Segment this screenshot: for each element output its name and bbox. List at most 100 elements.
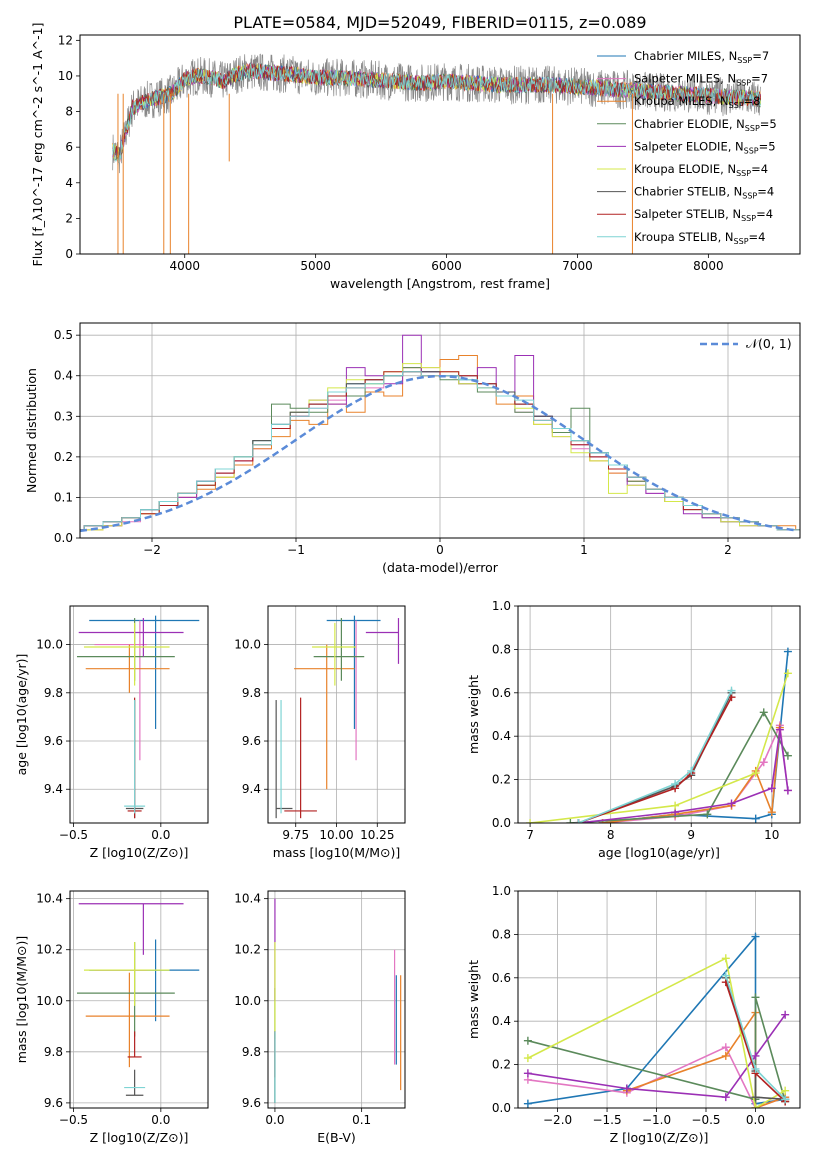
y-tick-label: 0.0: [492, 1101, 511, 1115]
x-tick-label: 0.0: [746, 1113, 765, 1127]
x-axis-label: wavelength [Angstrom, rest frame]: [330, 276, 550, 291]
weight-marker: [751, 1051, 760, 1060]
weight-marker: [523, 1036, 532, 1045]
axes-frame: [517, 605, 801, 824]
axes-frame: [517, 890, 801, 1109]
legend-subscript: SSP: [745, 124, 760, 133]
axes-frame: [69, 605, 209, 824]
legend-value: =5: [760, 117, 777, 131]
x-tick-label: 8000: [693, 259, 724, 273]
axes-frame: [69, 890, 209, 1109]
weight-marker: [751, 1064, 760, 1073]
plot-area: [76, 615, 200, 819]
legend-label: Chabrier MILES, NSSP=7: [634, 49, 769, 65]
weight-line-chabrier-elodie: [527, 997, 786, 1102]
y-tick-label: 0.8: [492, 642, 511, 656]
y-tick-label: 10.0: [234, 638, 261, 652]
weight-marker: [671, 801, 680, 810]
weight-marker: [687, 766, 696, 775]
plot-area: [76, 903, 200, 1096]
x-axis-label: age [log10(age/yr)]: [598, 845, 720, 860]
legend-subscript: SSP: [737, 56, 752, 65]
y-tick-label: 10.0: [234, 994, 261, 1008]
legend-label: Salpeter MILES, NSSP=7: [634, 72, 768, 88]
y-axis-label: age [log10(age/yr)]: [14, 654, 29, 776]
y-tick-label: 10.4: [234, 892, 261, 906]
x-tick-label: −0.5: [59, 828, 88, 842]
x-tick-label: −2: [143, 543, 161, 557]
legend-subscript: SSP: [742, 192, 757, 201]
weight-marker: [523, 1099, 532, 1108]
x-tick-label: 4000: [169, 259, 200, 273]
weight-marker: [622, 1084, 631, 1093]
weight-marker: [781, 1010, 790, 1019]
weight-marker: [783, 647, 792, 656]
figure-title: PLATE=0584, MJD=52049, FIBERID=0115, z=0…: [233, 13, 646, 32]
weight-marker: [721, 971, 730, 980]
x-tick-label: 8: [607, 828, 615, 842]
legend-label: Chabrier STELIB, NSSP=4: [634, 185, 774, 201]
x-tick-label: 7: [526, 828, 534, 842]
y-tick-label: 0.8: [492, 927, 511, 941]
y-tick-label: 1.0: [492, 599, 511, 613]
axes-frame: [267, 605, 406, 824]
axes-frame: [79, 34, 801, 255]
weight-marker: [783, 669, 792, 678]
plot-area: [112, 53, 762, 254]
legend-label: Salpeter STELIB, NSSP=4: [634, 207, 773, 223]
plot-area: [526, 647, 792, 823]
panel-weight_vs_age: 7 8 9 10 0.0 0.2 0.4 0.6 0.8 1.0 age [log10(age/yr…: [466, 599, 801, 860]
y-tick-label: 8: [65, 105, 73, 119]
x-tick-label: 9.75: [282, 828, 309, 842]
y-tick-label: 0.6: [492, 971, 511, 985]
model-line-kroupa-stelib: [112, 63, 762, 163]
x-axis-label: mass [log10(M/M⊙)]: [273, 845, 401, 860]
legend-subscript: SSP: [736, 169, 751, 178]
x-tick-label: 0: [436, 543, 444, 557]
y-tick-label: 10.0: [36, 638, 63, 652]
x-tick-label: 0.0: [151, 1113, 170, 1127]
y-tick-label: 10.4: [36, 892, 63, 906]
y-tick-label: 1.0: [492, 884, 511, 898]
weight-marker: [721, 1051, 730, 1060]
panel-age_vs_mass: 9.75 10.00 10.25 9.4 9.6 9.8 10.0 mass [log10(M…: [234, 605, 406, 860]
weight-line-chabrier-stelib: [578, 692, 733, 823]
x-tick-label: 9: [687, 828, 695, 842]
x-axis-label: E(B-V): [317, 1130, 356, 1145]
x-tick-label: 0.0: [265, 1113, 284, 1127]
weight-marker: [767, 808, 776, 817]
y-tick-label: 10: [58, 69, 73, 83]
weight-marker: [751, 1104, 760, 1108]
y-tick-label: 0.2: [492, 773, 511, 787]
legend-value: =4: [756, 207, 773, 221]
weight-marker: [751, 993, 760, 1002]
y-tick-label: 0.4: [492, 1014, 511, 1028]
y-tick-label: 0.6: [492, 686, 511, 700]
weight-marker: [781, 1095, 790, 1104]
y-tick-label: 0.1: [54, 490, 73, 504]
weight-line-kroupa-elodie: [530, 673, 789, 823]
legend-label: Kroupa ELODIE, NSSP=4: [634, 162, 768, 178]
x-tick-label: 10.25: [360, 828, 394, 842]
weight-marker: [721, 1093, 730, 1102]
panel-age_vs_Z: −0.5 0.0 9.4 9.6 9.8 10.0 Z [log10(Z/Z⊙)] age […: [14, 605, 209, 860]
weight-marker: [781, 1086, 790, 1095]
weight-marker: [751, 814, 760, 823]
y-axis-label: mass weight: [466, 960, 481, 1039]
weight-marker: [751, 1093, 760, 1102]
y-tick-label: 0.4: [492, 729, 511, 743]
panel-weight_vs_Z: −2.0 −1.5 −1.0 −0.5 0.0 0.0 0.2 0.4 0.6 0.8 1.0 Z […: [466, 884, 801, 1145]
weight-marker: [574, 819, 583, 823]
y-axis-label: Flux [f_λ10^-17 erg cm^-2 s^-1 A^-1]: [30, 23, 45, 267]
legend-value: =4: [751, 162, 768, 176]
weight-marker: [703, 810, 712, 819]
y-tick-label: 9.8: [44, 1045, 63, 1059]
normal-curve-line: [80, 374, 798, 533]
weight-marker: [751, 769, 760, 778]
weight-marker: [783, 786, 792, 795]
y-tick-label: 9.6: [242, 1096, 261, 1110]
weight-marker: [566, 819, 575, 823]
y-tick-label: 9.4: [242, 782, 261, 796]
panel-spectrum: 4000 5000 6000 7000 8000 0 2 4 6 8 10 12 wavelength …: [30, 23, 801, 291]
legend-value: =7: [752, 49, 769, 63]
